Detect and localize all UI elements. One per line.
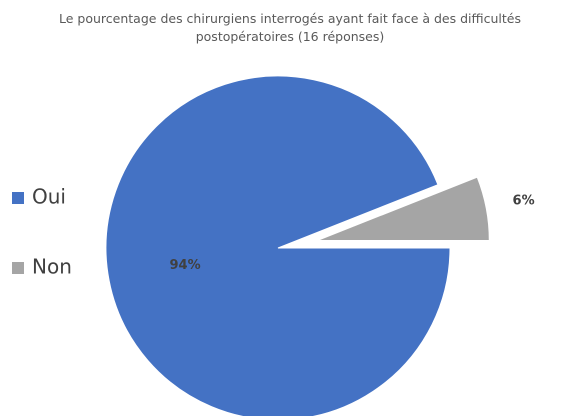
legend-swatch xyxy=(12,262,24,274)
pie-slice xyxy=(317,176,490,242)
data-label: 6% xyxy=(513,194,535,209)
pie-slice xyxy=(105,75,451,416)
legend-label: Non xyxy=(32,255,72,279)
chart-title: Le pourcentage des chirurgiens interrogé… xyxy=(59,11,521,44)
legend-label: Oui xyxy=(32,185,66,209)
data-label: 94% xyxy=(170,258,201,273)
legend-swatch xyxy=(12,192,24,204)
